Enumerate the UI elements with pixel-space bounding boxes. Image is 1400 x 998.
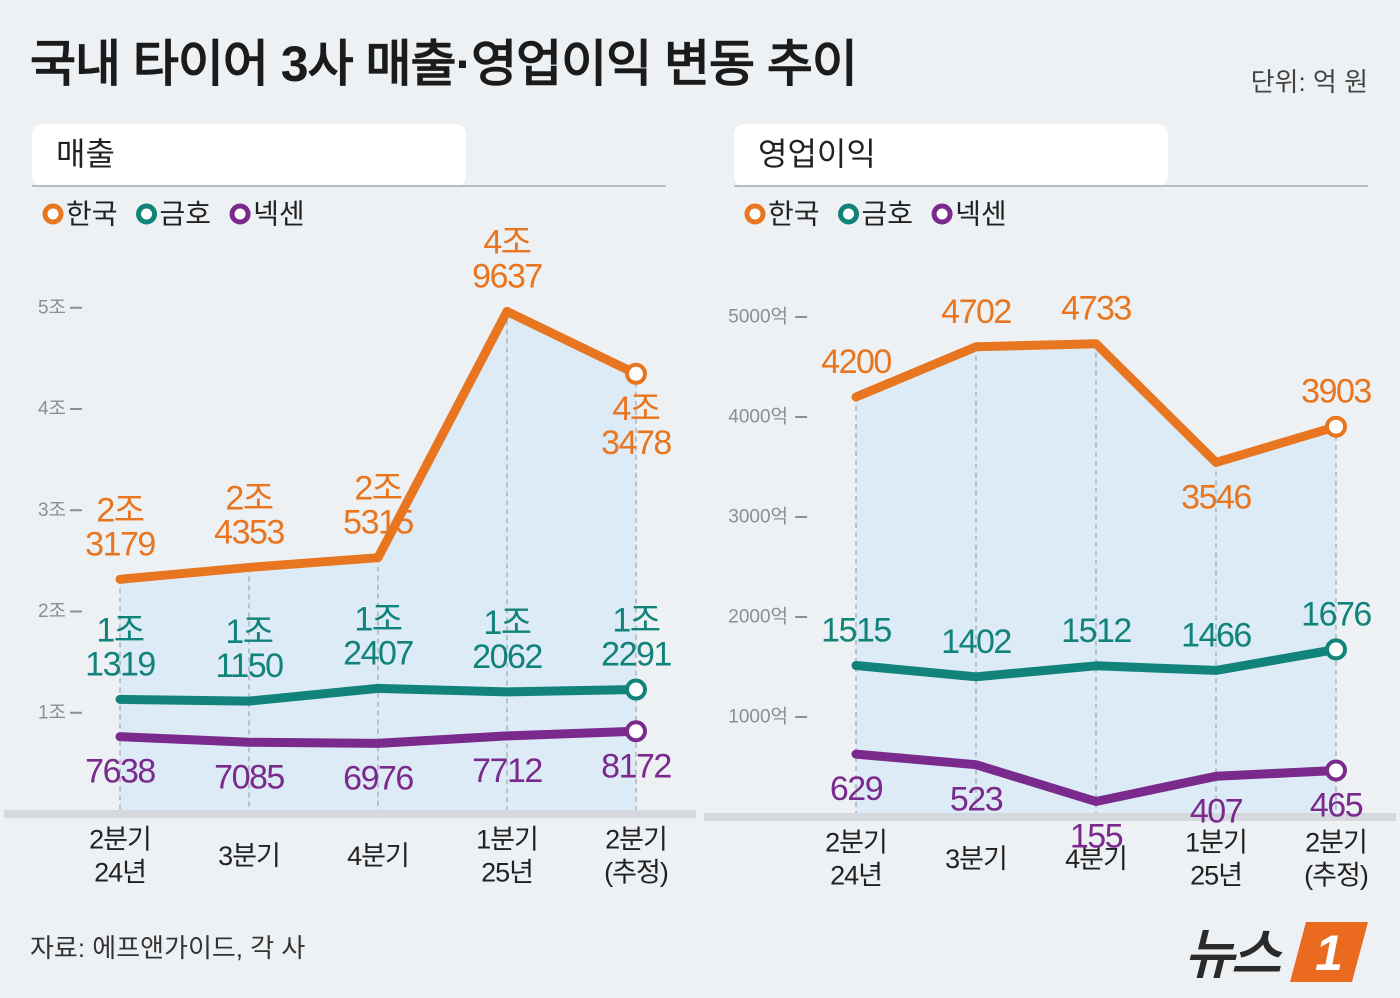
data-label: 7638 xyxy=(85,753,155,791)
data-label: 1조 2407 xyxy=(343,600,413,672)
title: 국내 타이어 3사 매출·영업이익 변동 추이 xyxy=(30,36,857,92)
data-label: 465 xyxy=(1310,787,1363,825)
data-label: 2조 5315 xyxy=(343,470,413,542)
data-label: 629 xyxy=(830,770,883,808)
legend-marker xyxy=(931,203,953,225)
data-label: 7085 xyxy=(214,758,284,796)
data-label: 1조 1319 xyxy=(85,611,155,683)
unit: 단위: 억 원 xyxy=(1251,67,1368,97)
x-tick-label: 3분기 xyxy=(218,841,280,871)
y-tick-label: 2조 xyxy=(38,601,66,622)
data-label: 407 xyxy=(1190,792,1243,830)
source: 자료: 에프앤가이드, 각 사 xyxy=(30,933,305,963)
data-label: 7712 xyxy=(472,752,542,790)
series-line xyxy=(115,683,641,706)
x-tick-label: 2분기 24년 xyxy=(825,828,887,891)
data-label: 4200 xyxy=(821,343,891,381)
data-label: 1조 2291 xyxy=(601,602,671,674)
data-label: 2조 3179 xyxy=(85,491,155,563)
x-tick-label: 1분기 25년 xyxy=(1185,828,1247,891)
legend-label: 금호 xyxy=(862,199,914,230)
data-label: 155 xyxy=(1070,818,1123,856)
legend-label: 금호 xyxy=(160,199,212,230)
panel-header xyxy=(32,124,466,186)
legend-marker xyxy=(229,203,251,225)
end-marker xyxy=(1325,638,1347,661)
legend-label: 한국 xyxy=(768,199,820,230)
data-label: 4702 xyxy=(941,293,1011,331)
data-label: 1512 xyxy=(1061,612,1131,650)
y-tick-label: 5조 xyxy=(38,297,66,318)
legend-marker xyxy=(42,203,64,225)
logo-word: 뉴스 xyxy=(1185,925,1284,985)
data-label: 8172 xyxy=(601,747,671,785)
x-tick-label: 2분기 (추정) xyxy=(604,825,668,888)
y-tick-label: 5000억 xyxy=(728,306,788,328)
logo-badge xyxy=(1290,922,1368,982)
end-marker xyxy=(1325,415,1347,438)
data-label: 1402 xyxy=(941,623,1011,661)
data-label: 1조 1150 xyxy=(215,613,283,685)
end-marker xyxy=(625,678,647,701)
data-label: 3903 xyxy=(1301,373,1371,411)
x-tick-label: 4분기 xyxy=(347,841,409,871)
legend-marker xyxy=(136,203,158,225)
legend-label: 넥센 xyxy=(955,199,1007,230)
y-tick-label: 1000억 xyxy=(728,706,788,728)
data-label: 6976 xyxy=(343,759,413,797)
logo-number: 1 xyxy=(1315,925,1343,981)
end-marker xyxy=(625,362,647,385)
data-label: 1조 2062 xyxy=(472,604,542,676)
baseline xyxy=(704,813,1396,821)
data-label: 4733 xyxy=(1061,290,1131,328)
series-line xyxy=(851,749,1341,806)
legend-marker xyxy=(744,203,766,225)
series-line xyxy=(851,644,1341,682)
panel-header xyxy=(734,124,1168,186)
series-line xyxy=(115,306,641,584)
baseline xyxy=(4,810,696,818)
x-tick-label: 2분기 (추정) xyxy=(1304,828,1368,891)
data-label: 1676 xyxy=(1301,595,1371,633)
data-label: 4조 9637 xyxy=(472,223,542,295)
panel-title: 영업이익 xyxy=(758,136,876,172)
y-tick-label: 4000억 xyxy=(728,406,788,428)
data-label: 523 xyxy=(950,781,1003,819)
x-tick-label: 3분기 xyxy=(945,844,1007,874)
series-line xyxy=(115,726,641,748)
y-tick-label: 3조 xyxy=(38,500,66,521)
y-tick-label: 4조 xyxy=(38,399,66,420)
y-tick-label: 1조 xyxy=(38,702,66,723)
legend-label: 한국 xyxy=(66,199,118,230)
data-label: 1515 xyxy=(821,612,891,650)
end-marker xyxy=(625,720,647,743)
x-tick-label: 4분기 xyxy=(1065,844,1127,874)
end-marker xyxy=(1325,759,1347,782)
data-label: 2조 4353 xyxy=(214,479,284,551)
data-label: 3546 xyxy=(1181,478,1251,516)
legend-marker xyxy=(838,203,860,225)
y-tick-label: 2000억 xyxy=(728,606,788,628)
x-tick-label: 2분기 24년 xyxy=(89,825,151,888)
panel-title: 매출 xyxy=(56,136,115,172)
series-line xyxy=(851,339,1341,467)
legend-label: 넥센 xyxy=(253,199,305,230)
data-label: 1466 xyxy=(1181,616,1251,654)
x-tick-label: 1분기 25년 xyxy=(476,825,538,888)
data-label: 4조 3478 xyxy=(601,390,671,462)
y-tick-label: 3000억 xyxy=(728,506,788,528)
